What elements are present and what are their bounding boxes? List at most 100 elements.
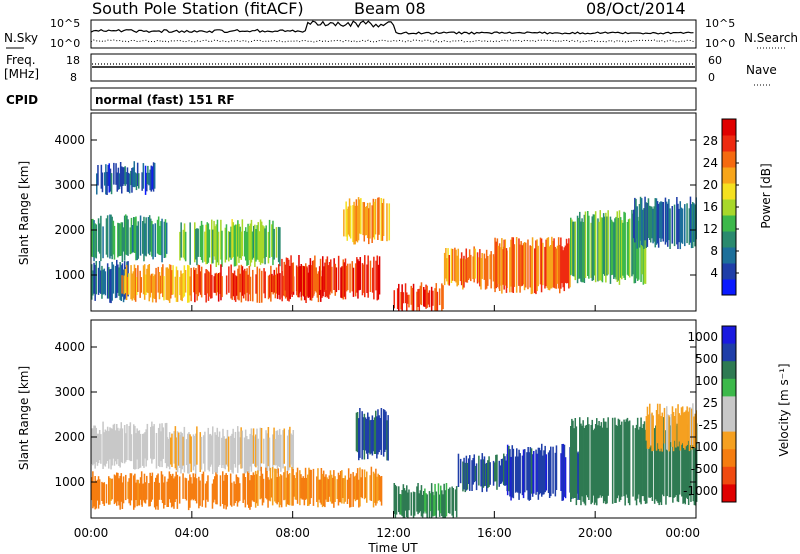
scatter-cell (380, 408, 383, 455)
y-tick-label: 1000 (54, 268, 85, 282)
scatter-cell (139, 270, 141, 298)
scatter-cell (213, 276, 215, 293)
scatter-cell (423, 491, 425, 514)
scatter-cell (211, 274, 213, 299)
scatter-cell (91, 428, 93, 464)
colorbar-segment (722, 326, 736, 345)
scatter-cell (552, 240, 554, 287)
colorbar-tick-label: -1000 (683, 484, 718, 498)
scatter-cell (522, 243, 525, 285)
scatter-cell (571, 219, 573, 275)
scatter-cell (144, 223, 146, 256)
scatter-cell (382, 409, 385, 457)
scatter-cell (325, 474, 327, 500)
scatter-cell (372, 198, 375, 238)
scatter-cell (103, 432, 106, 466)
scatter-cell (467, 458, 470, 484)
nave-label: Nave (746, 63, 777, 77)
scatter-cell (196, 426, 198, 465)
scatter-cell (248, 439, 250, 473)
power-colorbar-label: Power [dB] (759, 163, 773, 228)
scatter-cell (119, 428, 121, 468)
scatter-cell (146, 172, 148, 192)
scatter-cell (650, 413, 652, 446)
scatter-cell (227, 436, 230, 472)
scatter-cell (303, 266, 306, 301)
scatter-cell (485, 249, 488, 289)
scatter-cell (579, 211, 581, 279)
x-tick-label: 00:00 (74, 526, 109, 540)
scatter-cell (206, 222, 209, 264)
scatter-cell (623, 419, 625, 497)
scatter-cell (268, 437, 271, 471)
scatter-cell (164, 423, 167, 464)
scatter-cell (693, 203, 695, 242)
scatter-cell (150, 273, 153, 293)
scatter-cell (345, 265, 348, 292)
scatter-cell (625, 419, 628, 495)
scatter-cell (215, 224, 218, 267)
scatter-cell (611, 417, 614, 504)
scatter-cell (116, 172, 119, 192)
scatter-cell (160, 221, 162, 256)
scatter-cell (584, 211, 587, 278)
scatter-cell (199, 271, 202, 295)
scatter-cell (654, 198, 657, 248)
colorbar-segment (722, 167, 736, 184)
scatter-cell (341, 266, 343, 299)
scatter-cell (525, 242, 527, 288)
scatter-cell (179, 435, 181, 468)
scatter-cell (122, 476, 125, 504)
scatter-cell (412, 283, 415, 311)
scatter-cell (179, 231, 181, 261)
scatter-cell (251, 475, 254, 501)
scatter-cell (660, 424, 663, 505)
scatter-cell (561, 246, 563, 284)
scatter-cell (307, 474, 309, 506)
scatter-cell (540, 238, 543, 293)
colorbar-segment (722, 231, 736, 248)
scatter-cell (229, 232, 231, 258)
scatter-cell (474, 248, 477, 279)
scatter-cell (278, 428, 281, 467)
scatter-cell (278, 264, 280, 295)
scatter-cell (356, 205, 359, 243)
scatter-cell (656, 403, 659, 444)
scatter-cell (596, 418, 598, 506)
scatter-cell (252, 428, 255, 464)
scatter-cell (667, 203, 669, 247)
scatter-cell (108, 476, 110, 505)
scatter-cell (480, 258, 482, 290)
scatter-cell (142, 163, 145, 189)
scatter-cell (129, 473, 132, 506)
velocity-y-axis: 1000 2000 3000 4000 (54, 340, 696, 489)
scatter-cell (93, 220, 95, 262)
scatter-cell (116, 472, 118, 506)
scatter-cell (634, 218, 637, 284)
scatter-cell (594, 424, 597, 503)
scatter-cell (160, 471, 163, 500)
scatter-cell (316, 273, 319, 298)
scatter-cell (278, 476, 281, 508)
scatter-cell (386, 203, 388, 242)
scatter-cell (385, 411, 387, 450)
scatter-cell (207, 427, 210, 470)
scatter-cell (134, 172, 137, 187)
scatter-cell (371, 205, 373, 243)
scatter-cell (133, 161, 136, 188)
scatter-cell (569, 243, 571, 288)
scatter-cell (166, 267, 169, 300)
scatter-cell (535, 449, 537, 495)
scatter-cell (687, 411, 690, 441)
scatter-cell (445, 483, 448, 517)
scatter-cell (314, 255, 316, 292)
scatter-cell (666, 406, 668, 450)
scatter-cell (488, 456, 490, 487)
scatter-cell (475, 463, 478, 491)
scatter-cell (94, 223, 96, 258)
scatter-cell (635, 198, 637, 239)
scatter-cell (133, 424, 135, 470)
scatter-cell (125, 474, 127, 501)
scatter-cell (448, 255, 451, 286)
scatter-cell (187, 264, 189, 303)
